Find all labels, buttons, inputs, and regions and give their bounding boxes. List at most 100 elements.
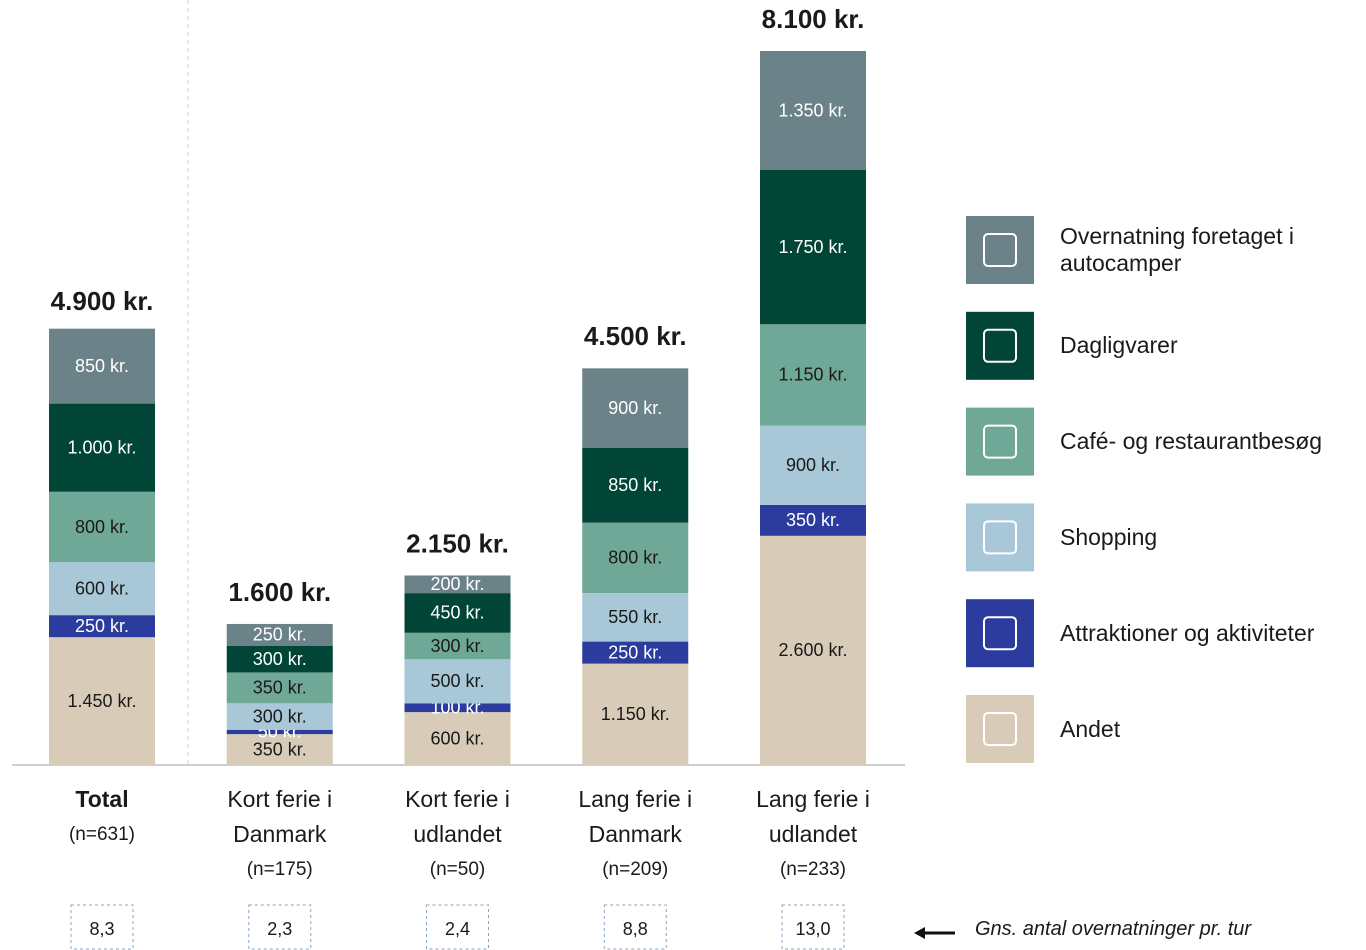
bar-segment: [582, 663, 689, 765]
segment-label: 1.150 kr.: [778, 365, 847, 385]
sample-size: (n=209): [602, 859, 669, 880]
legend-icon: [966, 599, 1034, 668]
segment-label: 300 kr.: [253, 706, 307, 726]
legend-label: Overnatning foretaget i autocamper: [1060, 223, 1294, 276]
segment-label: 200 kr.: [430, 574, 484, 594]
segment-label: 800 kr.: [608, 548, 662, 568]
nights-label: 2,3: [267, 919, 292, 939]
category-name: Kort ferie i Danmark: [227, 786, 333, 847]
segment-label: 350 kr.: [786, 510, 840, 530]
nights-label: 8,8: [623, 919, 648, 939]
sample-size: (n=175): [246, 859, 313, 880]
segment-label: 500 kr.: [430, 671, 484, 691]
bar-segment: [404, 703, 511, 713]
legend-label: Shopping: [1060, 523, 1158, 550]
bar-segment: [582, 447, 689, 523]
segment-label: 550 kr.: [608, 607, 662, 627]
segment-label: 250 kr.: [608, 642, 662, 662]
bar-segment: [49, 328, 155, 404]
sample-size: (n=233): [779, 859, 847, 880]
arrow-head: [914, 927, 925, 939]
total-label: 4.500 kr.: [584, 321, 687, 351]
segment-label: 800 kr.: [75, 517, 129, 537]
bar-segment: [226, 729, 333, 735]
bar-segment: [49, 562, 155, 616]
bar-segment: [226, 703, 333, 730]
segment-label: 250 kr.: [75, 616, 129, 636]
sample-size: (n=50): [429, 859, 486, 880]
nights-box: [603, 904, 667, 950]
nights-label: 2,4: [445, 919, 470, 939]
bar-segment: [760, 51, 866, 170]
bar-segment: [760, 324, 866, 426]
bar-segment: [760, 504, 866, 536]
bar-segment: [226, 734, 333, 765]
segment-label: 1.750 kr.: [778, 237, 847, 257]
segment-label: 1.000 kr.: [67, 437, 136, 457]
segment-label: 600 kr.: [75, 578, 129, 598]
total-label: 4.900 kr.: [51, 286, 154, 316]
segment-label: 850 kr.: [75, 356, 129, 376]
legend-label: Café- og restaurantbesøg: [1060, 428, 1323, 455]
segment-label: 2.600 kr.: [778, 640, 847, 660]
nights-box: [781, 904, 845, 950]
bar-segment: [226, 646, 333, 673]
legend-glyph: [983, 233, 1017, 267]
bar-segment: [582, 368, 689, 448]
segment-label: 300 kr.: [430, 636, 484, 656]
nights-box: [70, 904, 134, 950]
segment-label: 450 kr.: [430, 603, 484, 623]
bar-segment: [404, 632, 511, 660]
bar-segment: [582, 593, 689, 642]
bar-segment: [760, 535, 866, 765]
segment-label: 300 kr.: [253, 649, 307, 669]
segment-label: 850 kr.: [608, 475, 662, 495]
bar-segment: [582, 522, 689, 594]
bar-segment: [226, 623, 333, 646]
legend-glyph: [983, 616, 1017, 651]
category-label: Lang ferie i udlandet (n=233): [733, 782, 893, 887]
category-label: Lang ferie i Danmark (n=209): [555, 782, 715, 887]
total-label: 1.600 kr.: [228, 577, 331, 607]
segment-label: 350 kr.: [253, 678, 307, 698]
segment-label: 1.350 kr.: [778, 100, 847, 120]
nights-box: [248, 904, 312, 950]
legend-label: Attraktioner og aktiviteter: [1060, 619, 1315, 646]
category-name: Lang ferie i Danmark: [578, 786, 693, 847]
segment-label: 600 kr.: [430, 728, 484, 748]
legend-icon: [966, 216, 1034, 284]
legend-glyph: [983, 328, 1017, 363]
legend-label: Dagligvarer: [1060, 332, 1178, 359]
bar-segment: [404, 575, 511, 594]
segment-label: 900 kr.: [786, 455, 840, 475]
total-label: 8.100 kr.: [762, 4, 865, 34]
legend-glyph: [983, 520, 1017, 555]
legend-icon: [966, 311, 1034, 380]
segment-label: 1.150 kr.: [601, 704, 670, 724]
bar-segment: [760, 425, 866, 505]
total-label: 2.150 kr.: [406, 528, 509, 558]
bar-segment: [49, 491, 155, 563]
category-name: Lang ferie i udlandet: [756, 786, 870, 847]
bar-segment: [760, 170, 866, 325]
segment-label: 900 kr.: [608, 398, 662, 418]
legend-icon: [966, 407, 1034, 476]
segment-label: 250 kr.: [253, 625, 307, 645]
nights-label: 13,0: [795, 919, 830, 939]
legend-icon: [966, 695, 1034, 763]
bar-segment: [49, 637, 155, 765]
legend-icon: [966, 503, 1034, 572]
category-label: Total (n=631): [22, 782, 182, 852]
sample-size: (n=631): [68, 824, 136, 845]
bar-segment: [49, 615, 155, 638]
bar-segment: [404, 712, 511, 765]
category-label: Kort ferie i udlandet (n=50): [378, 782, 538, 887]
category-label: Kort ferie i Danmark (n=175): [200, 782, 360, 887]
bar-segment: [404, 659, 511, 704]
category-name: Total: [75, 786, 129, 812]
category-name: Kort ferie i udlandet: [405, 786, 510, 847]
segment-label: 1.450 kr.: [67, 691, 136, 711]
bar-segment: [404, 593, 511, 633]
